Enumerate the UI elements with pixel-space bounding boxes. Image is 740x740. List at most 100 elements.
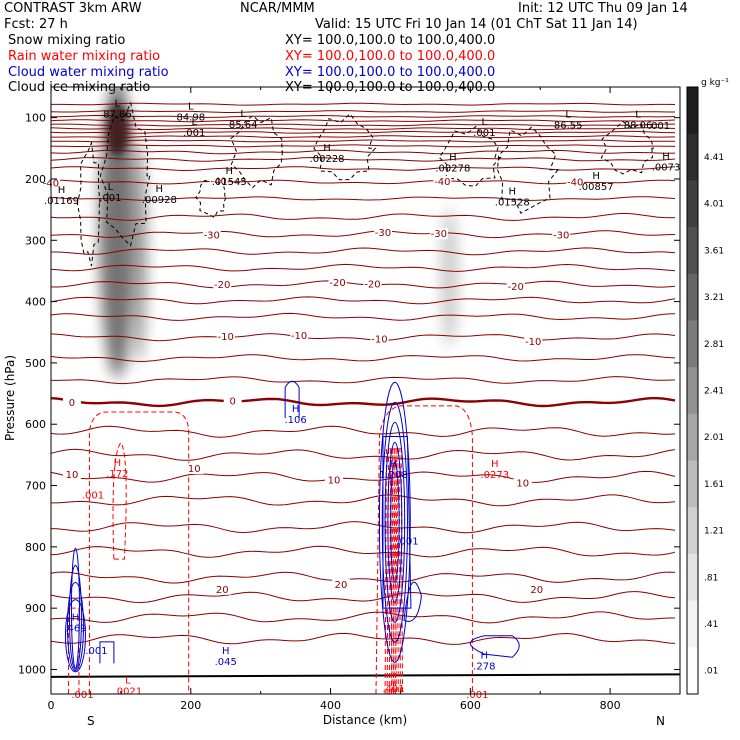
extremum-kind-label: H	[222, 646, 230, 657]
extremum-value-label: 85.64	[229, 120, 258, 131]
cloud-water-contour	[64, 599, 86, 673]
extremum-kind-label: H	[72, 612, 80, 623]
cloud-ice-contour	[438, 125, 502, 187]
temperature-contour	[51, 296, 676, 305]
temperature-contour	[51, 333, 676, 342]
colorbar-swatch	[687, 133, 698, 181]
temperature-label: -30	[375, 228, 391, 239]
extremum-value-label: .278	[473, 661, 495, 672]
temperature-label-bg	[373, 226, 392, 238]
rain-contour-core	[388, 448, 397, 694]
extremum-kind-label: L	[115, 99, 121, 110]
temperature-contour	[51, 119, 676, 123]
contour-value-label: .001	[396, 537, 418, 548]
cloud-water-contour	[284, 380, 300, 419]
temperature-label: -10	[371, 335, 387, 346]
extremum-value-label: .01169	[44, 196, 79, 207]
colorbar-label: 1.61	[704, 480, 724, 490]
extremum-kind-label: H	[592, 171, 600, 182]
extremum-kind-label: H	[390, 459, 398, 470]
extremum-value-label: 84.98	[176, 113, 205, 124]
rain-contour-west	[88, 411, 190, 694]
cloud-ice-contour	[313, 113, 377, 181]
colorbar-label: 2.41	[704, 387, 724, 397]
extremum-kind-label: L	[482, 117, 488, 128]
organization: NCAR/MMM	[240, 1, 315, 16]
temperature-contour	[51, 425, 676, 438]
cloud-water-contour	[68, 564, 82, 670]
temperature-contour	[51, 213, 676, 221]
colorbar-swatch	[687, 273, 698, 321]
legend-rain-xy: XY= 100.0,100.0 to 100.0,400.0	[285, 49, 496, 64]
plot-frame	[50, 86, 681, 695]
temperature-contour	[51, 196, 676, 202]
extremum-kind-label: H	[481, 650, 489, 661]
temperature-contour	[51, 591, 676, 604]
legend-cloud-label: Cloud water mixing ratio	[8, 65, 169, 80]
extremum-kind-label: L	[565, 110, 571, 121]
colorbar-label: 4.41	[704, 153, 724, 163]
temperature-label: -30	[431, 229, 447, 240]
temperature-label-bg	[566, 176, 585, 188]
temperature-label: 0	[230, 397, 236, 408]
temperature-label-bg	[433, 176, 452, 188]
extremum-value-label: 87.86	[103, 110, 132, 121]
y-tick-label: 100	[25, 112, 46, 125]
cloud-ice-contour	[230, 115, 284, 189]
contour-value-label: .401	[382, 684, 404, 695]
extremum-value-label: .001	[99, 193, 121, 204]
south-end-label: S	[87, 714, 95, 728]
temperature-contour	[51, 110, 675, 113]
temperature-label: -20	[329, 278, 345, 289]
rain-contour-east	[375, 405, 473, 694]
cloud-ice-contour	[76, 140, 101, 267]
extremum-kind-label: L	[240, 109, 246, 120]
cloud-water-contour	[390, 461, 400, 583]
temperature-label-bg	[370, 333, 389, 345]
extremum-value-label: .00857	[579, 182, 614, 193]
cloud-ice-contour	[195, 175, 227, 219]
colorbar-swatch	[687, 180, 698, 228]
colorbar-swatch	[687, 507, 698, 555]
x-tick-label: 800	[600, 699, 621, 712]
temperature-label: 20	[530, 585, 543, 596]
x-tick-label: 200	[180, 699, 201, 712]
extremum-kind-label: H	[225, 166, 233, 177]
rain-contour-west-core	[112, 441, 127, 560]
x-axis-title: Distance (km)	[323, 713, 407, 727]
extremum-value-label: .0273	[480, 470, 509, 481]
contour-value-label: .001	[85, 646, 107, 657]
colorbar-swatch	[687, 413, 698, 462]
colorbar-swatch	[687, 87, 698, 135]
extremum-value-label: .00278	[435, 164, 470, 175]
extremum-value-label: .469	[64, 623, 86, 634]
extremum-value-label: .0073	[652, 162, 681, 173]
cloud-water-contour	[387, 441, 403, 603]
extremum-kind-label: H	[509, 186, 517, 197]
temperature-label-bg	[552, 229, 571, 241]
extremum-kind-label: H	[662, 151, 670, 162]
extremum-kind-label: L	[191, 117, 197, 128]
temperature-contour	[51, 156, 676, 162]
snow-plume-east	[440, 207, 459, 348]
temperature-label-bg	[527, 583, 546, 595]
temperature-contour	[51, 571, 676, 584]
temperature-label-bg	[506, 280, 525, 292]
rain-contour-core	[386, 448, 395, 694]
extremum-kind-label: H	[58, 185, 66, 196]
colorbar-label: 4.01	[704, 200, 724, 210]
temperature-label: -30	[204, 230, 220, 241]
temperature-contour	[51, 354, 676, 363]
temperature-label: 0	[69, 398, 75, 409]
cloud-water-contour	[70, 547, 80, 669]
temperature-contour	[51, 135, 676, 139]
temperature-label: -10	[218, 332, 234, 343]
temperature-label-bg	[223, 395, 242, 407]
colorbar-frame	[686, 86, 699, 695]
temperature-label: -20	[214, 280, 230, 291]
extremum-kind-label: H	[323, 143, 331, 154]
extremum-value-label: .001	[473, 128, 495, 139]
temperature-label-bg	[202, 229, 221, 241]
y-tick-label: 1000	[18, 663, 46, 676]
y-axis-title: Pressure (hPa)	[3, 355, 17, 441]
